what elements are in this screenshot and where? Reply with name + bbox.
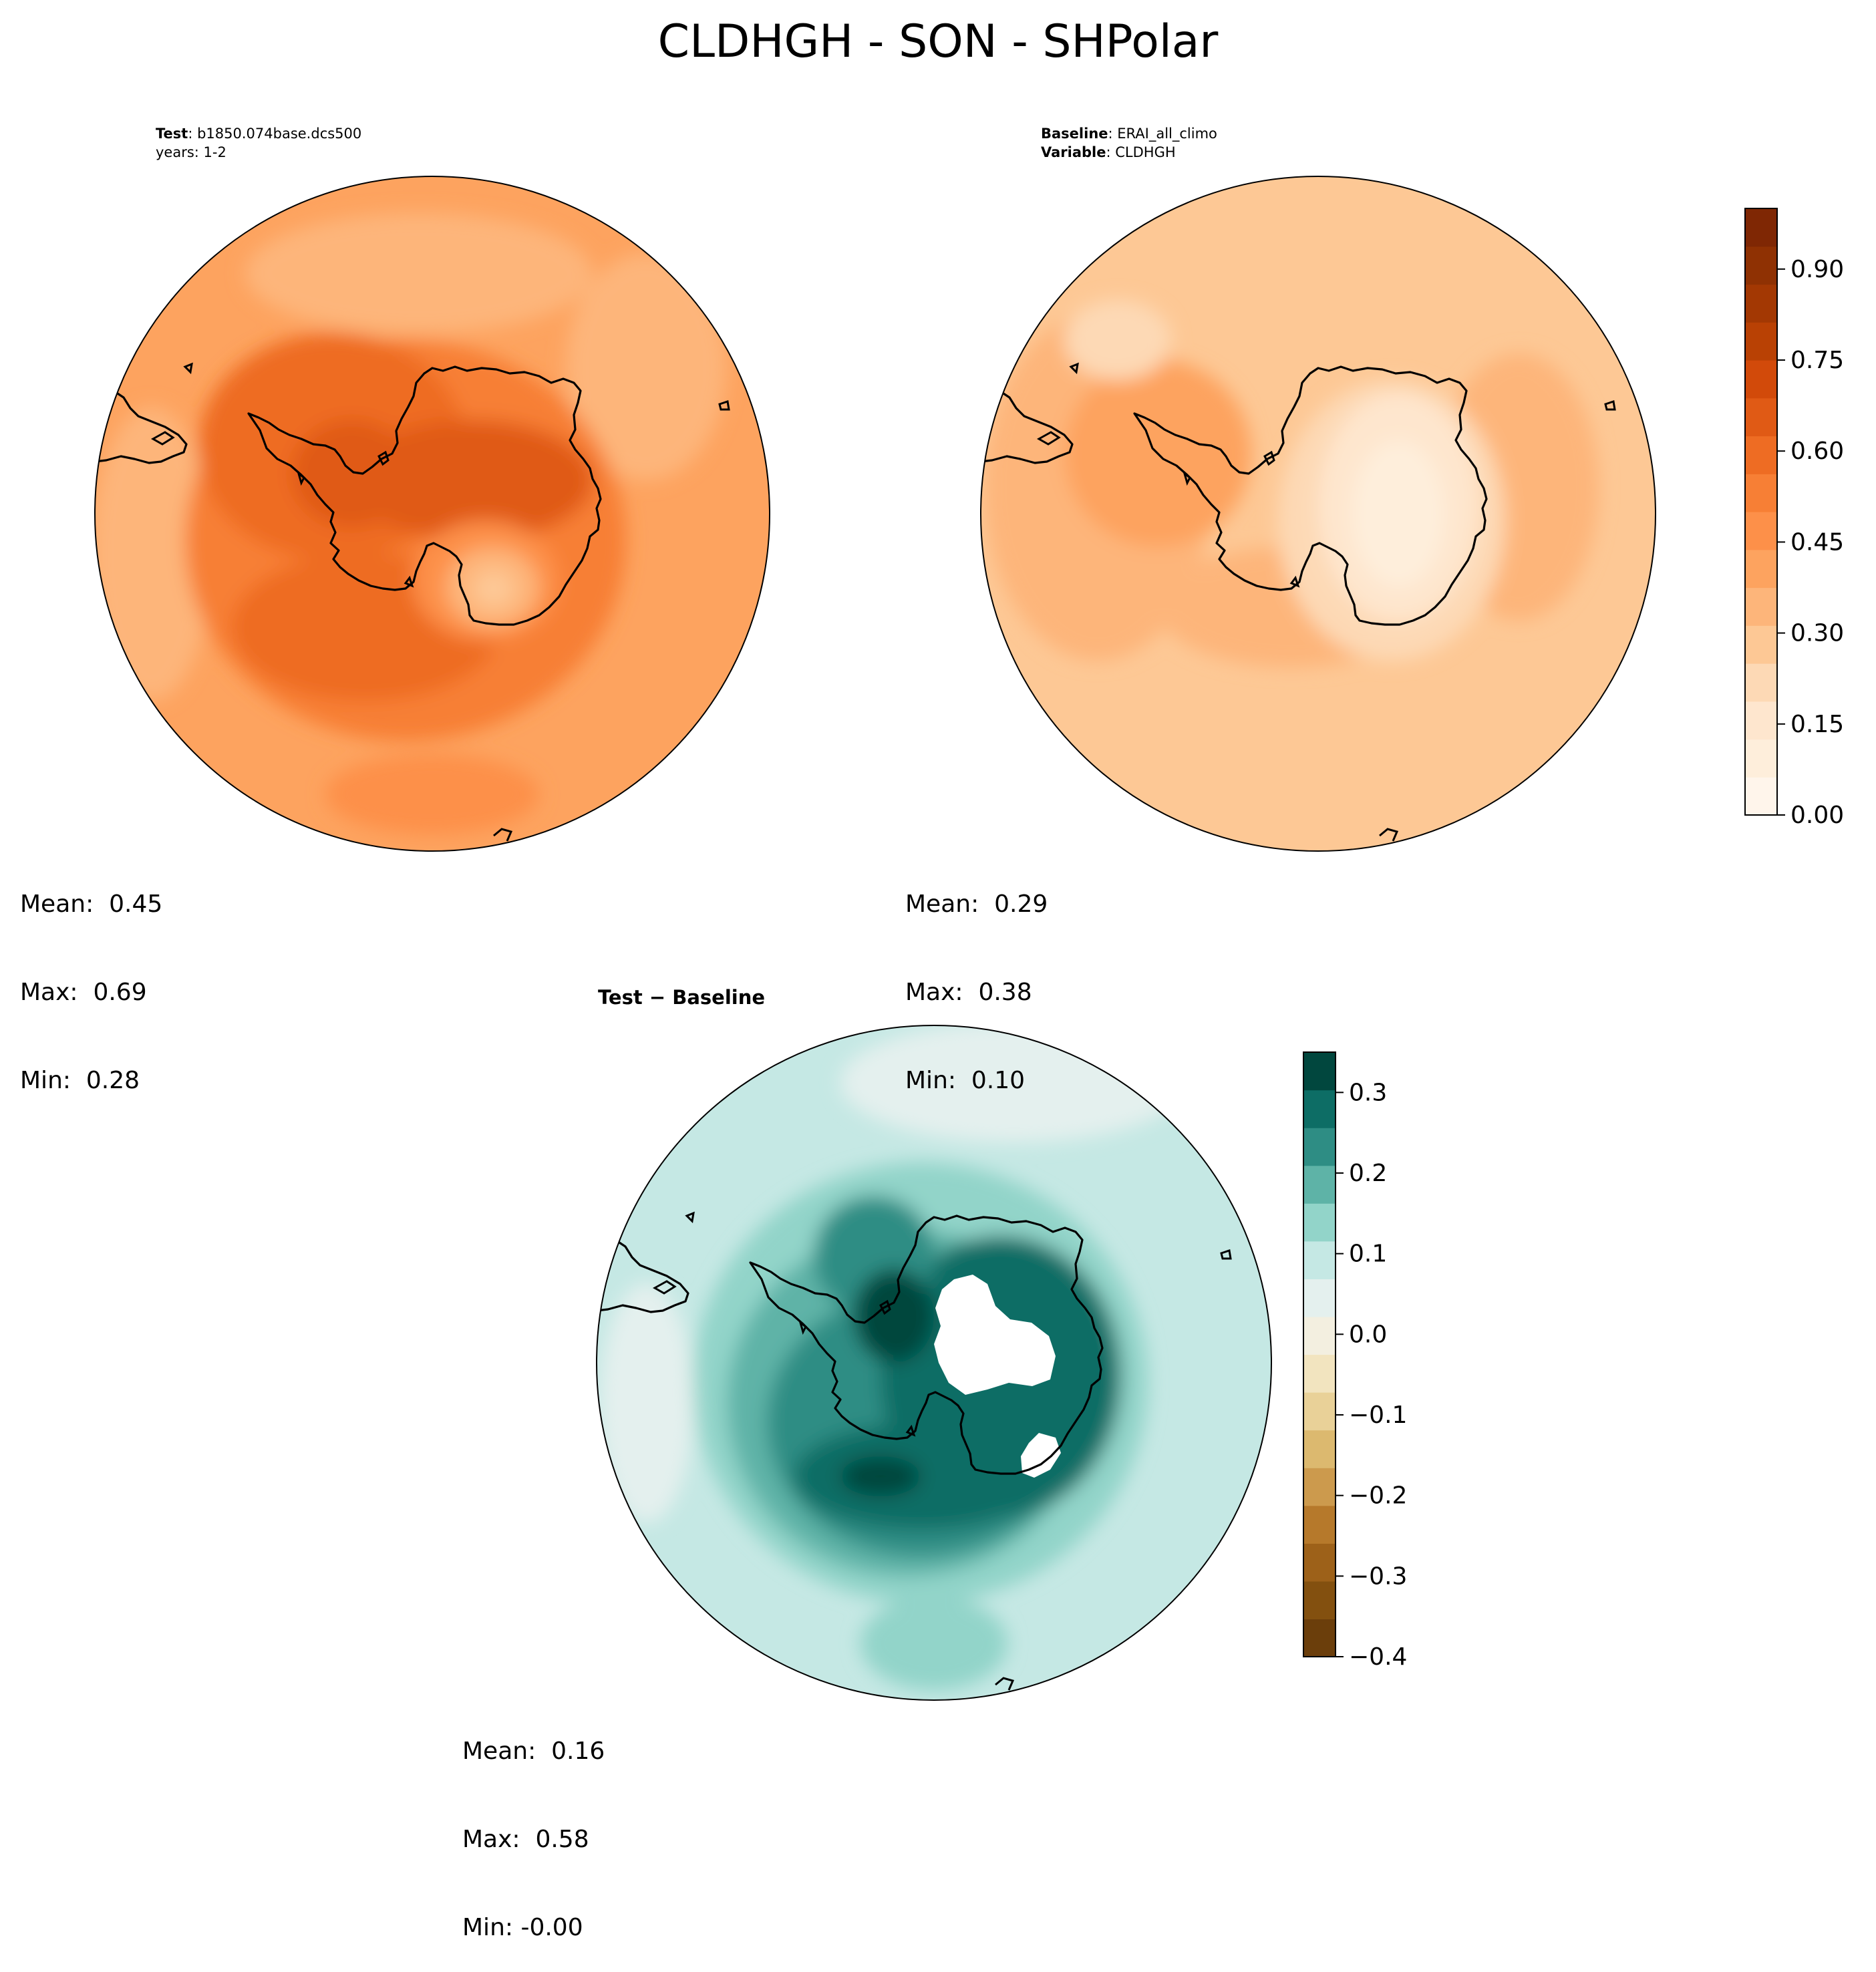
test-sep: : <box>188 126 198 142</box>
baseline-colorbar-segment <box>1745 436 1777 474</box>
baseline-max: Max: 0.38 <box>905 979 1032 1006</box>
baseline-header: Baseline: ERAI_all_climo <box>1041 126 1217 142</box>
difference-colorbar-tick-label: −0.4 <box>1349 1643 1407 1671</box>
difference-colorbar-tick-label: 0.2 <box>1349 1160 1387 1187</box>
baseline-case-name: ERAI_all_climo <box>1117 126 1217 142</box>
test-case-name: b1850.074base.dcs500 <box>197 126 362 142</box>
baseline-colorbar-segment <box>1745 246 1777 285</box>
difference-colorbar-segment <box>1303 1505 1336 1544</box>
difference-colorbar-segment <box>1303 1543 1336 1582</box>
baseline-colorbar-segment <box>1745 208 1777 247</box>
baseline-colorbar-tick-label: 0.15 <box>1790 711 1844 738</box>
test-stats: Mean: 0.45 Max: 0.69 Min: 0.28 <box>20 831 162 1125</box>
difference-colorbar-segment <box>1303 1619 1336 1657</box>
difference-colorbar-segment <box>1303 1392 1336 1431</box>
baseline-colorbar-tick-label: 0.60 <box>1790 438 1844 465</box>
baseline-colorbar-tick-label: 0.45 <box>1790 528 1844 556</box>
difference-max: Max: 0.58 <box>462 1826 589 1853</box>
difference-colorbar-segment <box>1303 1581 1336 1620</box>
baseline-colorbar-segment <box>1745 663 1777 702</box>
difference-mean: Mean: 0.16 <box>462 1738 605 1765</box>
baseline-colorbar-tick-label: 0.75 <box>1790 347 1844 374</box>
difference-colorbar-tick-label: −0.2 <box>1349 1482 1407 1510</box>
test-years: years: 1-2 <box>156 144 226 160</box>
baseline-colorbar-segment <box>1745 322 1777 361</box>
baseline-colorbar-segment <box>1745 284 1777 323</box>
difference-colorbar-frame <box>1303 1051 1336 1657</box>
variable-label: Variable <box>1041 144 1106 160</box>
figure-canvas: 0.000.150.300.450.600.750.90 −0.4−0.3−0.… <box>94 176 1844 1701</box>
difference-colorbar-tick-label: 0.0 <box>1349 1321 1387 1348</box>
baseline-colorbar-tick-label: 0.90 <box>1790 256 1844 283</box>
difference-colorbar-segment <box>1303 1090 1336 1128</box>
difference-colorbar-segment <box>1303 1203 1336 1242</box>
colorbar-baseline: 0.00 0.15 0.30 0.45 0.60 0.75 0.90 <box>1744 208 1844 829</box>
baseline-colorbar-segment <box>1745 397 1777 437</box>
difference-colorbar-segment <box>1303 1128 1336 1166</box>
difference-map <box>596 1025 1272 1701</box>
difference-title: Test − Baseline <box>598 986 766 1009</box>
variable-name: CLDHGH <box>1115 144 1176 160</box>
baseline-colorbar-frame <box>1744 208 1778 816</box>
test-max: Max: 0.69 <box>20 979 147 1006</box>
baseline-colorbar-segment <box>1745 587 1777 626</box>
test-map <box>94 176 770 852</box>
baseline-colorbar-tick-label: 0.00 <box>1790 802 1844 829</box>
difference-colorbar-tick-label: −0.1 <box>1349 1402 1407 1429</box>
variable-header: Variable: CLDHGH <box>1041 144 1176 161</box>
baseline-colorbar-tick-label: 0.30 <box>1790 620 1844 647</box>
difference-colorbar-segment <box>1303 1279 1336 1317</box>
baseline-mean: Mean: 0.29 <box>905 890 1048 918</box>
baseline-colorbar-segment <box>1745 549 1777 589</box>
test-min: Min: 0.28 <box>20 1067 140 1094</box>
difference-min: Min: -0.00 <box>462 1914 583 1941</box>
difference-colorbar-segment <box>1303 1165 1336 1204</box>
baseline-colorbar-segment <box>1745 739 1777 778</box>
difference-colorbar-tick-label: 0.3 <box>1349 1079 1387 1106</box>
baseline-map <box>980 176 1656 852</box>
test-mean: Mean: 0.45 <box>20 890 163 918</box>
difference-colorbar-segment <box>1303 1241 1336 1279</box>
variable-sep: : <box>1106 144 1116 160</box>
baseline-colorbar-segment <box>1745 474 1777 512</box>
baseline-colorbar-segment <box>1745 777 1777 816</box>
figure-title: CLDHGH - SON - SHPolar <box>657 15 1219 68</box>
difference-colorbar-segment <box>1303 1468 1336 1506</box>
difference-colorbar-segment <box>1303 1430 1336 1468</box>
difference-colorbar-segment <box>1303 1316 1336 1355</box>
baseline-sep: : <box>1108 126 1118 142</box>
difference-colorbar-segment <box>1303 1354 1336 1393</box>
difference-stats: Mean: 0.16 Max: 0.58 Min: -0.00 <box>462 1678 605 1972</box>
test-label: Test <box>156 126 188 142</box>
baseline-colorbar-segment <box>1745 360 1777 399</box>
baseline-colorbar-segment <box>1745 625 1777 664</box>
colorbar-difference: −0.4 −0.3 −0.2 −0.1 0.0 0.1 0.2 0.3 <box>1303 1051 1407 1671</box>
baseline-stats: Mean: 0.29 Max: 0.38 Min: 0.10 <box>905 831 1048 1125</box>
test-header: Test: b1850.074base.dcs500 <box>156 126 361 142</box>
baseline-colorbar-segment <box>1745 701 1777 740</box>
difference-colorbar-tick-label: −0.3 <box>1349 1563 1407 1590</box>
baseline-min: Min: 0.10 <box>905 1067 1026 1094</box>
baseline-label: Baseline <box>1041 126 1108 142</box>
baseline-colorbar-segment <box>1745 512 1777 550</box>
difference-colorbar-tick-label: 0.1 <box>1349 1241 1387 1268</box>
difference-colorbar-segment <box>1303 1052 1336 1091</box>
